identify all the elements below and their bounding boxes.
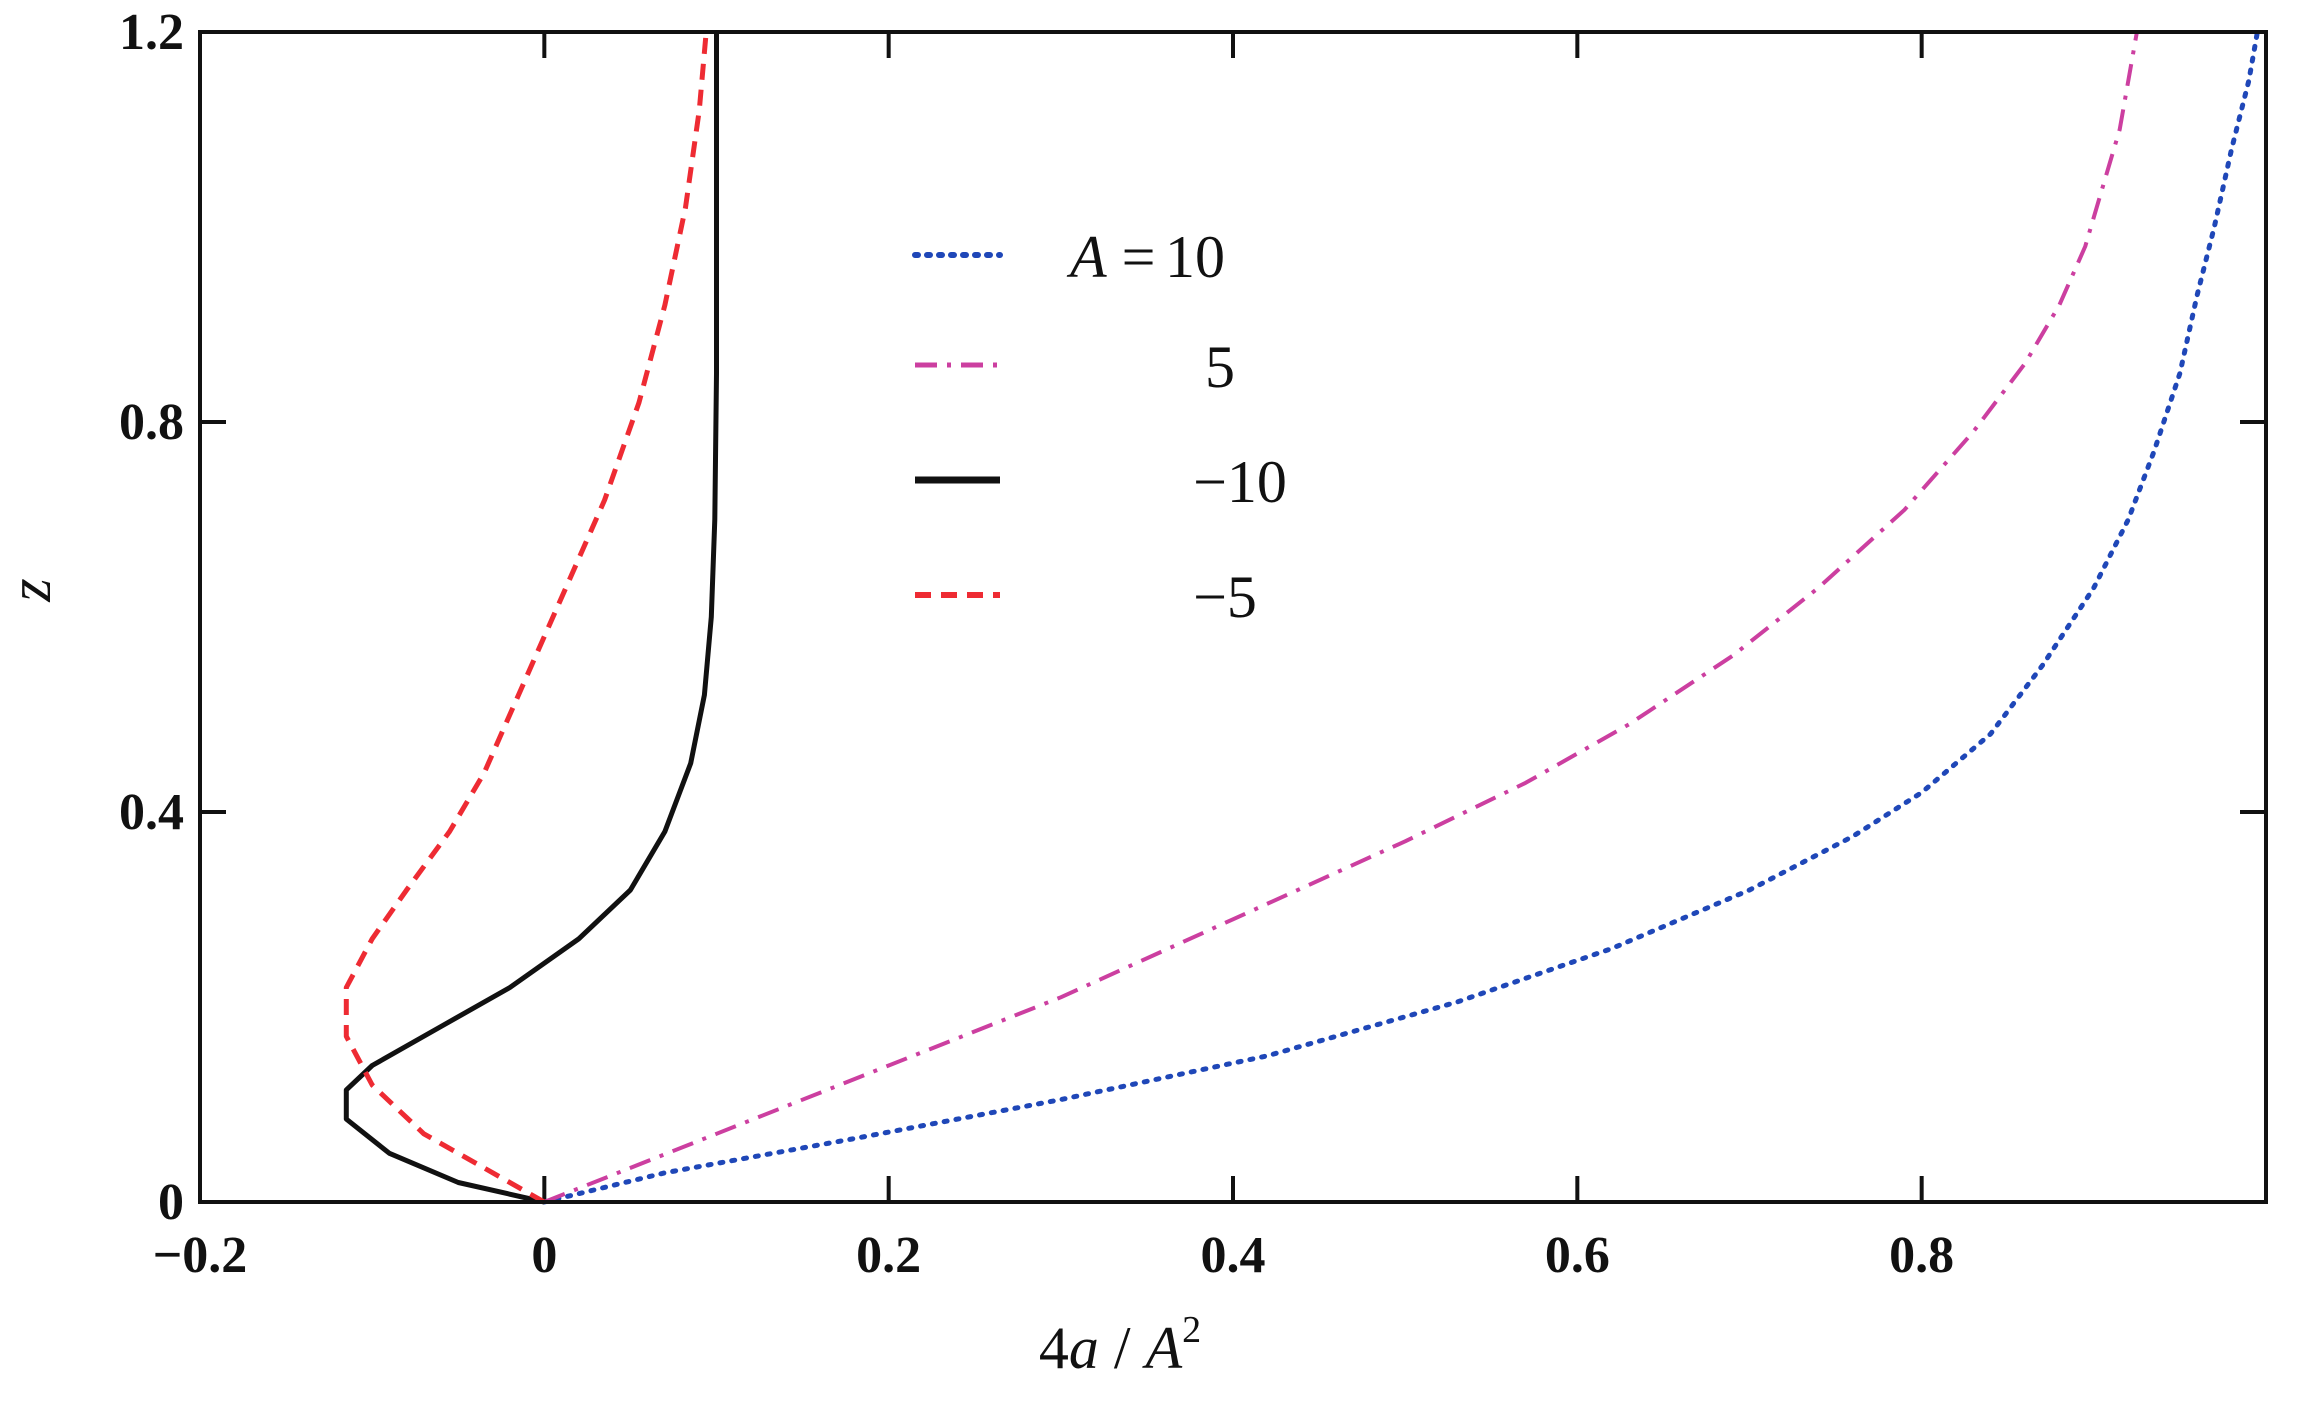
x-tick-labels: −0.2 0 0.2 0.4 0.6 0.8 xyxy=(153,1227,1954,1284)
series-line-1 xyxy=(543,31,2139,1204)
y-tick-labels: 0 0.4 0.8 1.2 xyxy=(119,4,184,1231)
y-tick-label: 0 xyxy=(158,1174,184,1231)
y-axis-label: z xyxy=(0,578,63,602)
y-tick-label: 1.2 xyxy=(119,4,184,61)
legend-label-1: 5 xyxy=(1205,334,1235,400)
series-line-0 xyxy=(541,29,2260,1205)
x-label-prefix: 4 xyxy=(1039,1315,1069,1381)
x-axis-label: 4a / A2 xyxy=(1039,1309,1201,1381)
x-tick-label: 0.8 xyxy=(1889,1227,1954,1284)
series-group xyxy=(343,29,2260,1205)
series-line-2 xyxy=(343,32,719,1205)
x-tick-label: 0.2 xyxy=(856,1227,921,1284)
x-tick-label: −0.2 xyxy=(153,1227,248,1284)
legend-prefix: A = xyxy=(1066,224,1156,290)
x-label-exp: 2 xyxy=(1182,1309,1201,1351)
x-tick-label: 0.6 xyxy=(1545,1227,1610,1284)
plot-frame xyxy=(198,30,2268,1204)
legend: A = 10 5 −10 −5 xyxy=(912,224,1287,630)
legend-label-0: 10 xyxy=(1165,224,1225,290)
legend-label-2: −10 xyxy=(1193,449,1287,515)
y-tick-label: 0.4 xyxy=(119,784,184,841)
x-label-denom: A xyxy=(1142,1315,1183,1381)
y-tick-label: 0.8 xyxy=(119,394,184,451)
x-tick-label: 0 xyxy=(531,1227,557,1284)
x-tick-label: 0.4 xyxy=(1201,1227,1266,1284)
legend-label-3: −5 xyxy=(1193,564,1257,630)
series-line-3 xyxy=(343,31,709,1205)
x-label-var: a xyxy=(1069,1315,1099,1381)
x-label-sep: / xyxy=(1099,1315,1146,1381)
